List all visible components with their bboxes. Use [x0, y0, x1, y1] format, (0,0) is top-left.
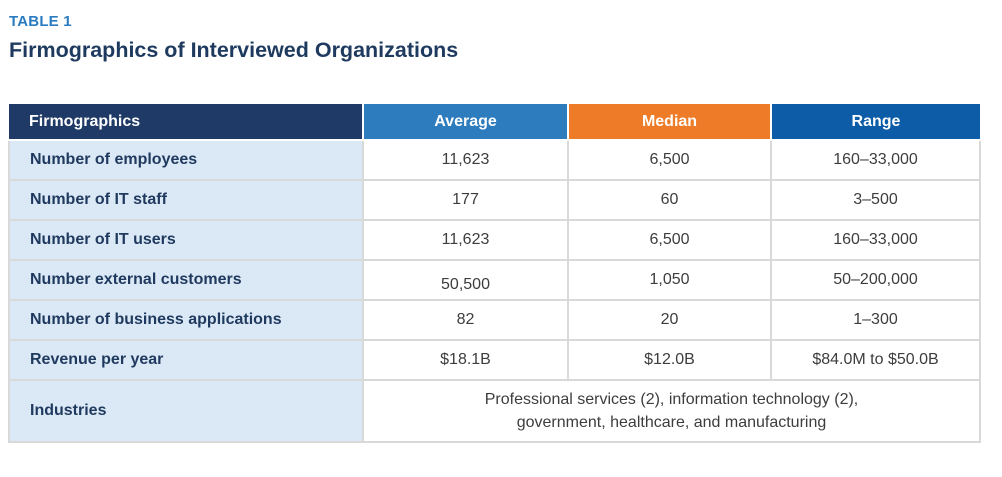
row-label-cell: Number of IT staff — [8, 179, 364, 221]
column-header-firmographics: Firmographics — [9, 104, 364, 141]
table-header-row: Firmographics Average Median Range — [9, 104, 980, 141]
range-value-cell: $84.0M to $50.0B — [770, 339, 981, 381]
table-row: Revenue per year $18.1B $12.0B $84.0M to $5… — [8, 339, 981, 381]
row-label-cell: Number external customers — [8, 259, 364, 301]
row-label-cell: Revenue per year — [8, 339, 364, 381]
median-value-cell: 20 — [567, 299, 772, 341]
table-row: Number of IT staff 177 60 3–500 — [8, 179, 981, 221]
row-label-cell: Number of employees — [8, 139, 364, 181]
range-value-cell: 50–200,000 — [770, 259, 981, 301]
average-value-cell: 11,623 — [362, 219, 569, 261]
row-label-cell: Number of business applications — [8, 299, 364, 341]
table-row: Number of business applications 82 20 1–300 — [8, 299, 981, 341]
industries-row: Industries Professional services (2), inf… — [8, 379, 981, 443]
median-value-cell: 60 — [567, 179, 772, 221]
table-title: Firmographics of Interviewed Organizatio… — [9, 38, 459, 62]
table-row: Number external customers 50,500 1,050 50–2… — [8, 259, 981, 301]
table-row: Number of IT users 11,623 6,500 160–33,000 — [8, 219, 981, 261]
range-value-cell: 1–300 — [770, 299, 981, 341]
average-value-cell: 82 — [362, 299, 569, 341]
range-value-cell: 160–33,000 — [770, 219, 981, 261]
average-value-cell: $18.1B — [362, 339, 569, 381]
range-value-cell: 160–33,000 — [770, 139, 981, 181]
row-label-cell: Industries — [8, 379, 364, 443]
row-label-cell: Number of IT users — [8, 219, 364, 261]
industries-value-cell: Professional services (2), information t… — [362, 379, 981, 443]
median-value-cell: 1,050 — [567, 259, 772, 301]
column-header-average: Average — [362, 104, 569, 141]
table-number-label: TABLE 1 — [9, 13, 72, 30]
range-value-cell: 3–500 — [770, 179, 981, 221]
column-header-median: Median — [567, 104, 772, 141]
average-value-cell: 50,500 — [362, 259, 569, 301]
firmographics-table: Firmographics Average Median Range Numbe… — [8, 104, 981, 443]
column-header-range: Range — [770, 104, 980, 141]
table-row: Number of employees 11,623 6,500 160–33,000 — [8, 139, 981, 181]
median-value-cell: 6,500 — [567, 139, 772, 181]
average-value-cell: 11,623 — [362, 139, 569, 181]
median-value-cell: 6,500 — [567, 219, 772, 261]
average-value-cell: 177 — [362, 179, 569, 221]
industries-value-text: Professional services (2), information t… — [484, 390, 859, 431]
median-value-cell: $12.0B — [567, 339, 772, 381]
